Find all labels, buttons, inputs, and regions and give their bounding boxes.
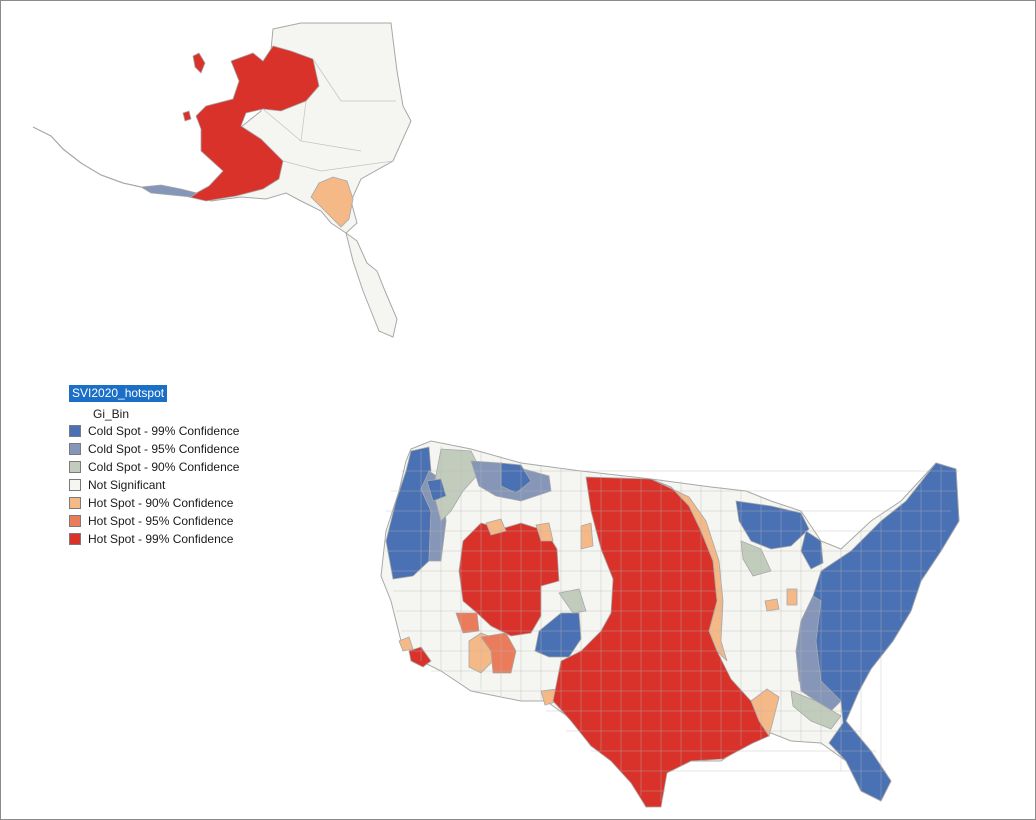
legend-label: Not Significant	[88, 478, 166, 492]
greatlakes-coldspot-90	[740, 540, 772, 577]
alaska-hotspot-90	[310, 176, 354, 228]
legend: SVI2020_hotspot Gi_Bin Cold Spot - 99% C…	[69, 385, 239, 548]
legend-item-cold-95[interactable]: Cold Spot - 95% Confidence	[69, 440, 239, 458]
legend-field-name: Gi_Bin	[93, 407, 130, 421]
swatch-hot-90	[69, 497, 81, 509]
legend-item-hot-95[interactable]: Hot Spot - 95% Confidence	[69, 512, 239, 530]
alaska-island-red	[192, 52, 206, 74]
alaska-map	[32, 22, 412, 338]
socal-hotspot-99	[408, 646, 432, 668]
alaska-aleutian-chain	[32, 126, 142, 188]
alaska-aleutian-coldspot	[139, 184, 198, 198]
pnw-coldspot-99	[385, 446, 432, 580]
legend-layer-title[interactable]: SVI2020_hotspot	[69, 385, 168, 402]
legend-label: Cold Spot - 95% Confidence	[88, 442, 240, 456]
legend-label: Hot Spot - 90% Confidence	[88, 496, 234, 510]
michigan-coldspot-99	[800, 530, 824, 570]
legend-label: Cold Spot - 90% Confidence	[88, 460, 240, 474]
east-coldspot-99	[795, 462, 960, 802]
legend-item-cold-99[interactable]: Cold Spot - 99% Confidence	[69, 422, 239, 440]
legend-item-not-significant[interactable]: Not Significant	[69, 476, 239, 494]
swatch-not-significant	[69, 479, 81, 491]
nrockies-coldspot-99b	[426, 478, 447, 502]
swatch-cold-99	[69, 425, 81, 437]
county-grid	[386, 446, 959, 801]
alaska-panhandle	[345, 231, 398, 338]
alaska-hotspot-99	[187, 45, 320, 202]
swatch-hot-99	[69, 533, 81, 545]
conus-map	[380, 440, 960, 808]
legend-item-hot-99[interactable]: Hot Spot - 99% Confidence	[69, 530, 239, 548]
swatch-cold-95	[69, 443, 81, 455]
legend-label: Cold Spot - 99% Confidence	[88, 424, 240, 438]
legend-item-cold-90[interactable]: Cold Spot - 90% Confidence	[69, 458, 239, 476]
colorado-coldspot-99	[534, 612, 582, 658]
lower-miss-hotspot-90	[750, 688, 780, 737]
swatch-cold-90	[69, 461, 81, 473]
swatch-hot-95	[69, 515, 81, 527]
ozark-hotspot-90	[764, 588, 798, 612]
alaska-island-red-2	[182, 110, 192, 122]
legend-item-hot-90[interactable]: Hot Spot - 90% Confidence	[69, 494, 239, 512]
legend-label: Hot Spot - 95% Confidence	[88, 514, 234, 528]
southeast-coldspot-90	[790, 690, 842, 730]
legend-label: Hot Spot - 99% Confidence	[88, 532, 234, 546]
